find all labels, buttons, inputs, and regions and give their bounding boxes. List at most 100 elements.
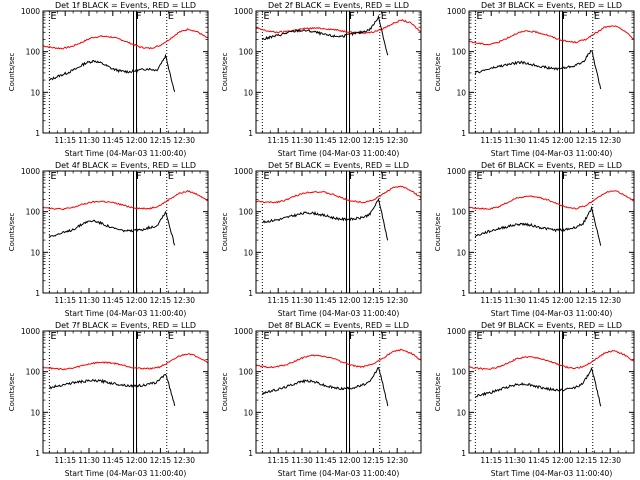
series-lld-red <box>468 349 635 371</box>
detector-panel-8: Det 8f BLACK = Events, RED = LLD Counts/s… <box>213 320 426 480</box>
x-tick-label: 11:15 <box>267 296 289 305</box>
plot-frame <box>468 330 635 454</box>
x-tick-label: 11:15 <box>480 296 502 305</box>
detector-panel-7: Det 7f BLACK = Events, RED = LLD Counts/s… <box>0 320 213 480</box>
x-tick-label: 12:15 <box>576 136 598 145</box>
marker-label: E <box>168 171 174 182</box>
marker-label: F <box>349 331 355 342</box>
x-axis-title: Start Time (04-Mar-03 11:00:40) <box>278 469 400 478</box>
x-tick-label: 11:45 <box>315 456 337 465</box>
x-tick-label: 11:30 <box>291 136 313 145</box>
detector-panel-2: Det 2f BLACK = Events, RED = LLD Counts/s… <box>213 0 426 160</box>
marker-label: E <box>381 11 387 22</box>
marker-label: E <box>476 171 482 182</box>
x-tick-label: 11:15 <box>267 456 289 465</box>
x-tick-label: 11:45 <box>528 456 550 465</box>
x-axis-title: Start Time (04-Mar-03 11:00:40) <box>65 149 187 158</box>
x-tick-label: 11:30 <box>78 136 100 145</box>
x-tick-label: 11:45 <box>102 456 124 465</box>
y-tick-label: 1000 <box>234 7 253 16</box>
y-tick-label: 100 <box>239 368 254 377</box>
x-tick-label: 12:30 <box>173 296 195 305</box>
y-tick-label: 1 <box>35 449 40 458</box>
y-tick-label: 10 <box>456 248 466 257</box>
detector-panel-9: Det 9f BLACK = Events, RED = LLD Counts/s… <box>426 320 639 480</box>
marker-label: E <box>381 331 387 342</box>
y-axis-title: Counts/sec <box>8 373 16 412</box>
series-events-black <box>474 49 602 90</box>
marker-label: E <box>168 331 174 342</box>
y-tick-label: 1 <box>35 289 40 298</box>
y-tick-label: 1000 <box>21 327 40 336</box>
chart-svg: Det 7f BLACK = Events, RED = LLD Counts/s… <box>8 321 209 478</box>
marker-label: E <box>381 171 387 182</box>
chart-title: Det 3f BLACK = Events, RED = LLD <box>481 1 622 10</box>
y-tick-label: 100 <box>26 368 41 377</box>
chart-title: Det 9f BLACK = Events, RED = LLD <box>481 321 622 330</box>
x-tick-label: 12:15 <box>150 456 172 465</box>
plot-frame <box>255 330 422 454</box>
detector-panel-3: Det 3f BLACK = Events, RED = LLD Counts/s… <box>426 0 639 160</box>
series-events-black <box>261 366 389 407</box>
marker-label: F <box>136 11 142 22</box>
y-tick-label: 100 <box>452 208 467 217</box>
x-tick-label: 11:30 <box>504 456 526 465</box>
y-tick-label: 1000 <box>234 167 253 176</box>
x-axis-title: Start Time (04-Mar-03 11:00:40) <box>278 309 400 318</box>
marker-label: E <box>476 331 482 342</box>
x-tick-label: 12:15 <box>363 296 385 305</box>
detector-panel-4: Det 4f BLACK = Events, RED = LLD Counts/s… <box>0 160 213 320</box>
series-lld-red <box>255 18 422 35</box>
series-lld-red <box>43 190 209 211</box>
y-tick-label: 1 <box>461 289 466 298</box>
x-tick-label: 11:30 <box>504 296 526 305</box>
y-tick-label: 1 <box>35 129 40 138</box>
x-tick-label: 11:45 <box>528 296 550 305</box>
y-tick-label: 1000 <box>21 167 40 176</box>
x-tick-label: 12:00 <box>552 456 574 465</box>
x-axis-title: Start Time (04-Mar-03 11:00:40) <box>491 309 613 318</box>
y-axis-title: Counts/sec <box>434 373 442 412</box>
y-tick-label: 1000 <box>21 7 40 16</box>
y-axis-title: Counts/sec <box>8 53 16 92</box>
x-tick-label: 11:15 <box>54 136 76 145</box>
y-tick-label: 100 <box>239 48 254 57</box>
marker-label: E <box>594 331 600 342</box>
detector-panel-5: Det 5f BLACK = Events, RED = LLD Counts/s… <box>213 160 426 320</box>
plot-frame <box>42 10 209 134</box>
marker-label: F <box>349 11 355 22</box>
chart-svg: Det 4f BLACK = Events, RED = LLD Counts/s… <box>8 161 209 318</box>
series-events-black <box>475 367 602 407</box>
y-tick-label: 1 <box>248 289 253 298</box>
y-tick-label: 10 <box>456 408 466 417</box>
x-tick-label: 11:30 <box>504 136 526 145</box>
x-tick-label: 12:15 <box>363 456 385 465</box>
series-lld-red <box>42 28 209 50</box>
chart-svg: Det 3f BLACK = Events, RED = LLD Counts/s… <box>434 1 635 158</box>
detector-panel-6: Det 6f BLACK = Events, RED = LLD Counts/s… <box>426 160 639 320</box>
x-tick-label: 12:15 <box>150 296 172 305</box>
y-tick-label: 1 <box>461 449 466 458</box>
chart-svg: Det 8f BLACK = Events, RED = LLD Counts/s… <box>221 321 422 478</box>
series-events-black <box>49 53 176 92</box>
x-axis-title: Start Time (04-Mar-03 11:00:40) <box>491 149 613 158</box>
y-tick-label: 10 <box>243 408 253 417</box>
x-axis-title: Start Time (04-Mar-03 11:00:40) <box>491 469 613 478</box>
series-lld-red <box>255 348 422 369</box>
marker-label: F <box>562 171 568 182</box>
x-tick-label: 12:00 <box>126 296 148 305</box>
x-tick-label: 12:30 <box>599 456 621 465</box>
x-tick-label: 11:15 <box>54 296 76 305</box>
chart-svg: Det 9f BLACK = Events, RED = LLD Counts/s… <box>434 321 635 478</box>
y-tick-label: 10 <box>30 408 40 417</box>
y-tick-label: 10 <box>243 248 253 257</box>
marker-label: F <box>349 171 355 182</box>
chart-title: Det 4f BLACK = Events, RED = LLD <box>55 161 196 170</box>
y-tick-label: 1000 <box>447 167 466 176</box>
marker-label: E <box>168 11 174 22</box>
x-tick-label: 11:45 <box>315 136 337 145</box>
plot-frame <box>468 170 635 294</box>
marker-label: E <box>50 11 56 22</box>
x-axis-title: Start Time (04-Mar-03 11:00:40) <box>65 469 187 478</box>
